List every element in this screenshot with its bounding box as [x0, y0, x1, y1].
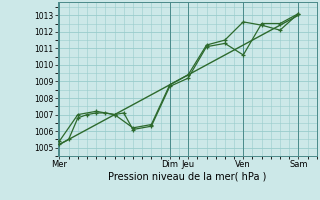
X-axis label: Pression niveau de la mer( hPa ): Pression niveau de la mer( hPa ) [108, 172, 266, 182]
